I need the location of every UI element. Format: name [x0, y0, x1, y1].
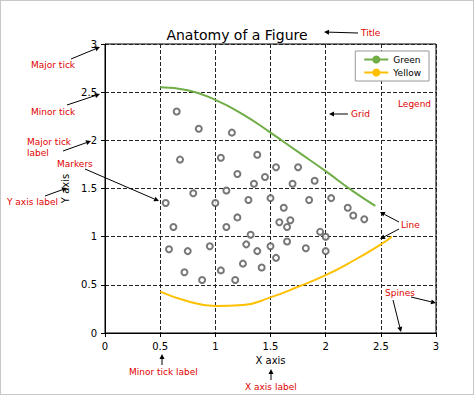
svg-text:3: 3	[90, 38, 97, 50]
svg-text:Y axis: Y axis	[60, 174, 71, 204]
svg-text:1.5: 1.5	[263, 341, 279, 352]
svg-text:Markers: Markers	[57, 159, 93, 169]
svg-text:X axis label: X axis label	[245, 382, 297, 392]
svg-text:Minor tick: Minor tick	[31, 107, 76, 117]
svg-text:Legend: Legend	[398, 99, 431, 109]
svg-text:Major tick: Major tick	[27, 137, 74, 147]
svg-text:1: 1	[212, 341, 218, 352]
svg-text:Yellow: Yellow	[392, 68, 421, 78]
svg-text:0: 0	[91, 328, 97, 339]
svg-text:X axis: X axis	[255, 355, 285, 366]
svg-text:0.5: 0.5	[152, 341, 168, 352]
svg-text:3: 3	[433, 341, 439, 352]
svg-text:Line: Line	[401, 220, 420, 230]
svg-text:Major tick: Major tick	[31, 60, 76, 70]
svg-text:Spines: Spines	[385, 288, 415, 298]
svg-text:Minor tick label: Minor tick label	[129, 367, 198, 377]
svg-text:2: 2	[322, 341, 328, 352]
svg-text:2.5: 2.5	[373, 341, 389, 352]
svg-text:Green: Green	[393, 55, 420, 65]
svg-text:Y axis label: Y axis label	[6, 197, 58, 207]
svg-text:0: 0	[102, 341, 108, 352]
svg-text:2.5: 2.5	[81, 86, 97, 98]
svg-text:label: label	[27, 148, 49, 158]
svg-text:2: 2	[91, 135, 97, 146]
svg-text:1.5: 1.5	[81, 183, 97, 194]
svg-text:Anatomy of a Figure: Anatomy of a Figure	[166, 27, 307, 43]
svg-text:0.5: 0.5	[81, 279, 97, 290]
svg-text:Grid: Grid	[351, 109, 370, 119]
svg-text:1: 1	[91, 231, 97, 242]
svg-text:Title: Title	[360, 28, 381, 38]
